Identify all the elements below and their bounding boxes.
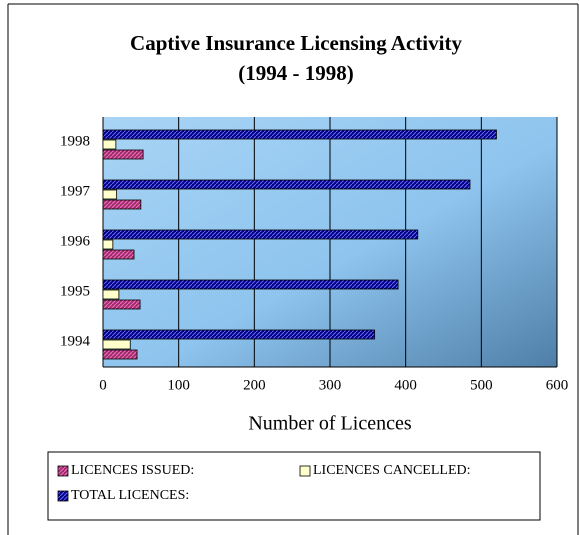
- x-axis-title: Number of Licences: [248, 413, 411, 435]
- bar: [102, 329, 376, 340]
- legend: [47, 451, 541, 521]
- y-tick-label: 1995: [60, 283, 90, 299]
- legend-label: TOTAL LICENCES:: [71, 488, 189, 503]
- chart-subtitle: (1994 - 1998): [238, 61, 353, 85]
- y-tick-label: 1994: [60, 333, 91, 349]
- x-tick-label: 500: [470, 377, 493, 393]
- bar: [102, 139, 117, 150]
- bar: [102, 249, 135, 260]
- legend-swatch: [57, 490, 69, 502]
- bar: [102, 239, 114, 250]
- bar: [102, 149, 144, 160]
- x-tick-label: 100: [167, 377, 190, 393]
- bar: [102, 339, 131, 350]
- x-tick-label: 300: [319, 377, 342, 393]
- bar: [102, 229, 419, 240]
- x-tick-label: 0: [99, 377, 107, 393]
- bar: [102, 179, 471, 190]
- y-tick-label: 1997: [60, 183, 91, 199]
- legend-label: LICENCES ISSUED:: [71, 463, 194, 478]
- x-tick-label: 600: [546, 377, 569, 393]
- bar: [102, 299, 141, 310]
- chart-title: Captive Insurance Licensing Activity: [130, 31, 462, 55]
- legend-label: LICENCES CANCELLED:: [313, 463, 471, 478]
- x-tick-label: 200: [243, 377, 266, 393]
- legend-swatch: [57, 465, 69, 477]
- legend-swatch: [299, 465, 311, 477]
- bar: [102, 189, 118, 200]
- bar: [102, 279, 399, 290]
- bar: [102, 129, 497, 140]
- y-tick-label: 1998: [60, 133, 90, 149]
- bar: [102, 349, 138, 360]
- bar: [102, 199, 142, 210]
- bar: [102, 289, 120, 300]
- x-tick-label: 400: [394, 377, 417, 393]
- y-tick-label: 1996: [60, 233, 91, 249]
